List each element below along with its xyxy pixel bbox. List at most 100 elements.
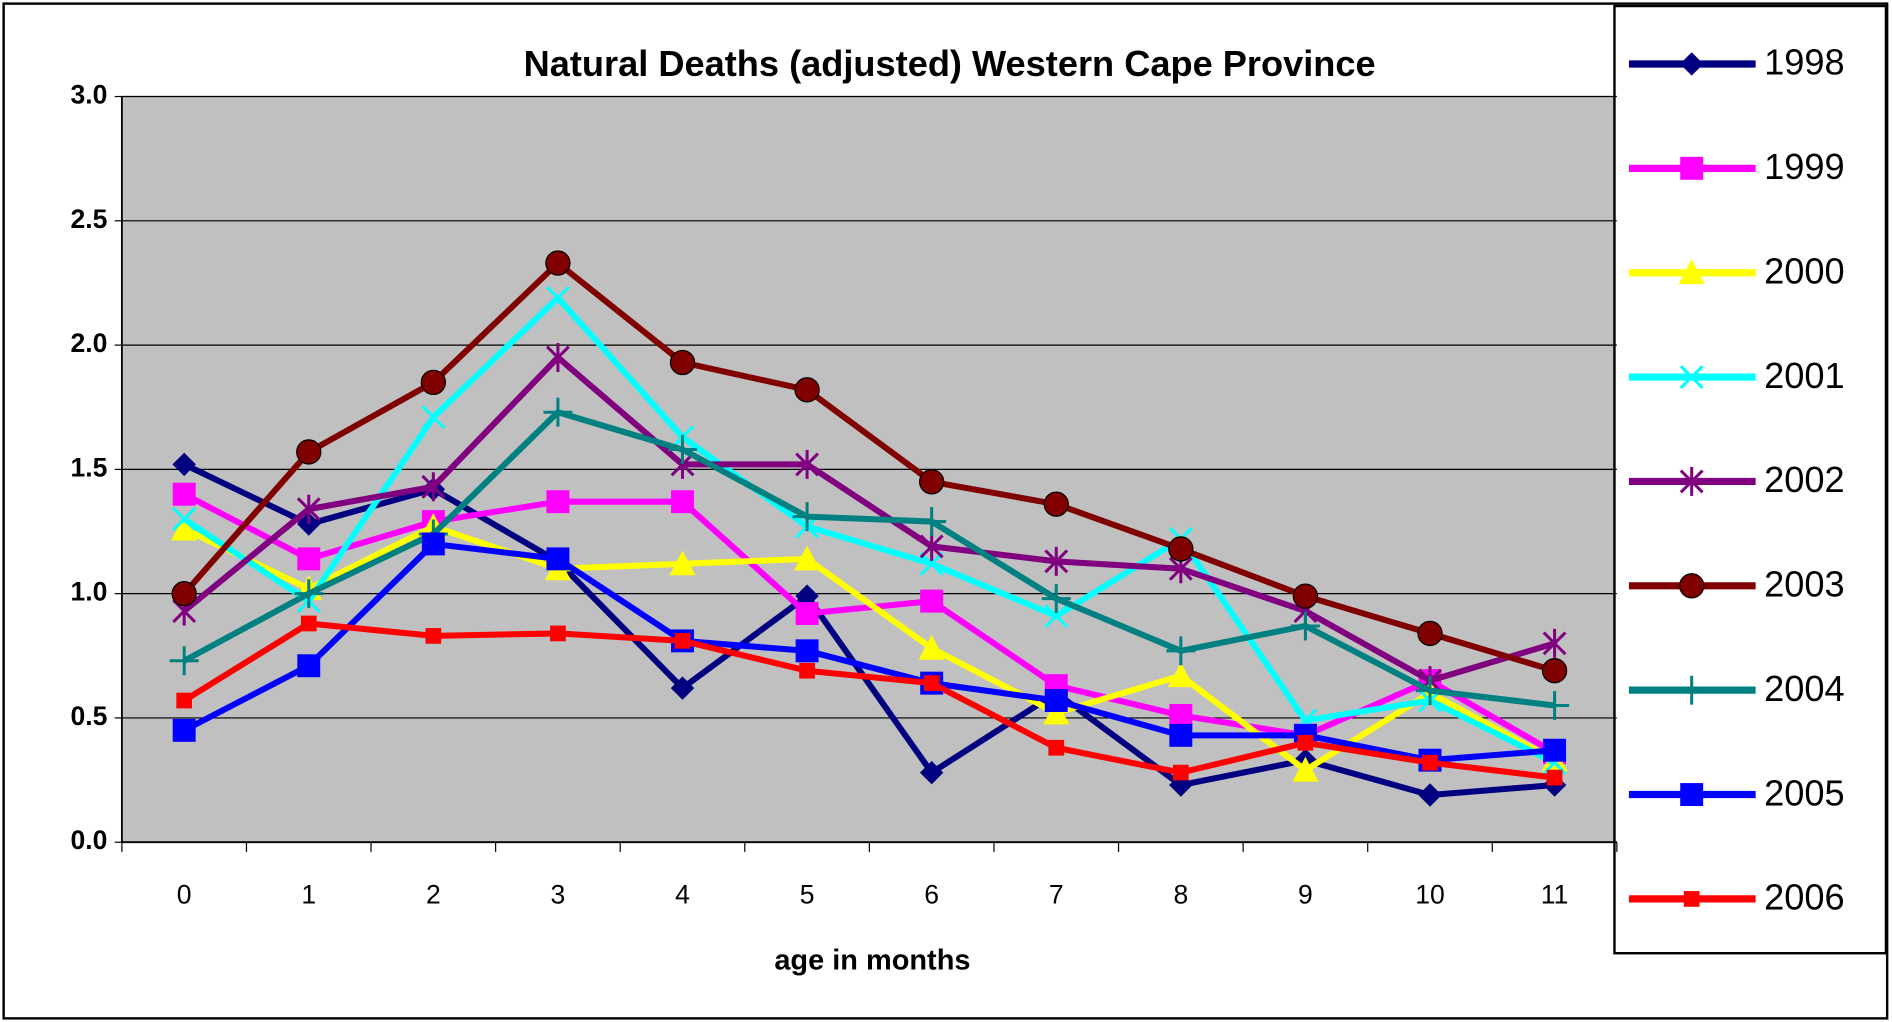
data-point-part <box>671 490 694 514</box>
x-tick-label: 5 <box>800 880 815 910</box>
data-point-part <box>1417 620 1443 647</box>
data-point <box>1044 546 1069 576</box>
data-point-part <box>670 676 695 700</box>
data-point-part <box>1167 662 1194 688</box>
data-point <box>923 675 940 691</box>
data-point-part <box>421 532 445 556</box>
data-point-part <box>1422 754 1438 771</box>
series-line <box>182 620 1555 781</box>
data-point-part <box>1418 783 1442 807</box>
data-point-part <box>674 633 691 649</box>
data-point <box>421 532 445 556</box>
data-point-part <box>171 515 198 541</box>
data-point-part <box>172 482 196 506</box>
data-point-part <box>1043 491 1069 517</box>
data-point-part <box>172 452 196 477</box>
legend-marker-part <box>1683 891 1700 907</box>
data-point-part <box>1546 769 1563 786</box>
x-tick-label: 3 <box>551 880 566 910</box>
data-point <box>543 397 573 427</box>
data-point-part <box>794 377 820 403</box>
data-point-part <box>1044 604 1069 628</box>
data-point <box>545 343 570 372</box>
x-tick-label: 9 <box>1298 880 1313 910</box>
data-point-part <box>545 250 571 276</box>
data-point-part <box>1043 699 1070 725</box>
data-point-part <box>300 615 317 632</box>
x-tick-label: 10 <box>1415 880 1445 910</box>
y-tick-label: 2.0 <box>71 328 108 358</box>
data-point <box>669 550 696 576</box>
data-point-part <box>171 580 197 607</box>
data-point-part <box>546 547 570 571</box>
data-point <box>794 545 821 571</box>
data-point <box>300 615 317 632</box>
data-point-part <box>297 654 321 678</box>
data-point <box>421 405 446 430</box>
x-tick-label: 6 <box>924 880 939 910</box>
legend-label: 2000 <box>1764 250 1845 291</box>
data-point-part <box>1297 734 1314 751</box>
y-tick-label: 1.0 <box>71 577 108 607</box>
data-point-part <box>550 625 566 642</box>
data-point-part <box>425 628 442 644</box>
data-point <box>919 760 944 785</box>
x-tick-label: 1 <box>301 880 316 910</box>
legend-label: 1999 <box>1764 146 1845 187</box>
legend-label: 2006 <box>1764 877 1845 918</box>
series-line <box>182 523 1557 774</box>
y-tick-label: 0.0 <box>71 825 108 855</box>
data-point-part <box>795 602 819 626</box>
data-point-part <box>1048 739 1065 756</box>
data-point <box>1540 691 1570 720</box>
series-line <box>182 540 1555 764</box>
data-point <box>546 490 570 514</box>
data-point-part <box>172 718 196 742</box>
data-point-part <box>919 760 944 785</box>
data-point <box>1041 584 1071 614</box>
data-point <box>669 349 696 376</box>
data-point <box>421 472 446 502</box>
data-point-part <box>669 349 696 376</box>
legend-marker-part <box>1680 783 1704 807</box>
data-point <box>1169 703 1193 727</box>
series-line <box>182 409 1555 709</box>
legend-label: 2002 <box>1764 459 1845 500</box>
legend-label: 1998 <box>1764 42 1845 83</box>
legend-marker-part <box>1680 156 1704 180</box>
x-axis-label: age in months <box>774 944 970 976</box>
legend-label: 2003 <box>1764 564 1845 605</box>
data-point <box>1417 620 1443 647</box>
data-point-part <box>919 469 945 495</box>
data-point <box>919 469 945 495</box>
data-point <box>550 625 566 642</box>
y-tick-label: 3.0 <box>71 80 108 110</box>
data-point <box>1167 662 1194 688</box>
data-point <box>1044 604 1069 628</box>
data-point <box>1043 699 1070 725</box>
legend-marker <box>1679 466 1704 496</box>
legend-label: 2001 <box>1764 355 1845 396</box>
series-line <box>182 294 1556 766</box>
legend-marker-part <box>1679 365 1704 389</box>
legend-marker <box>1683 891 1700 907</box>
legend-marker-part <box>1679 52 1704 76</box>
data-point <box>545 285 570 310</box>
series-line <box>182 491 1557 756</box>
data-point-part <box>799 662 815 679</box>
data-point <box>172 482 196 506</box>
data-point-part <box>172 507 197 532</box>
data-point <box>171 515 198 541</box>
data-point <box>172 452 196 477</box>
data-point <box>1166 636 1196 666</box>
data-point-part <box>1292 583 1319 609</box>
data-point-part <box>176 692 193 709</box>
data-point <box>674 633 691 649</box>
legend-label: 2004 <box>1764 668 1845 709</box>
legend-marker <box>1680 156 1704 180</box>
data-point-part <box>918 634 945 660</box>
data-point <box>1048 739 1065 756</box>
data-point <box>795 602 819 626</box>
